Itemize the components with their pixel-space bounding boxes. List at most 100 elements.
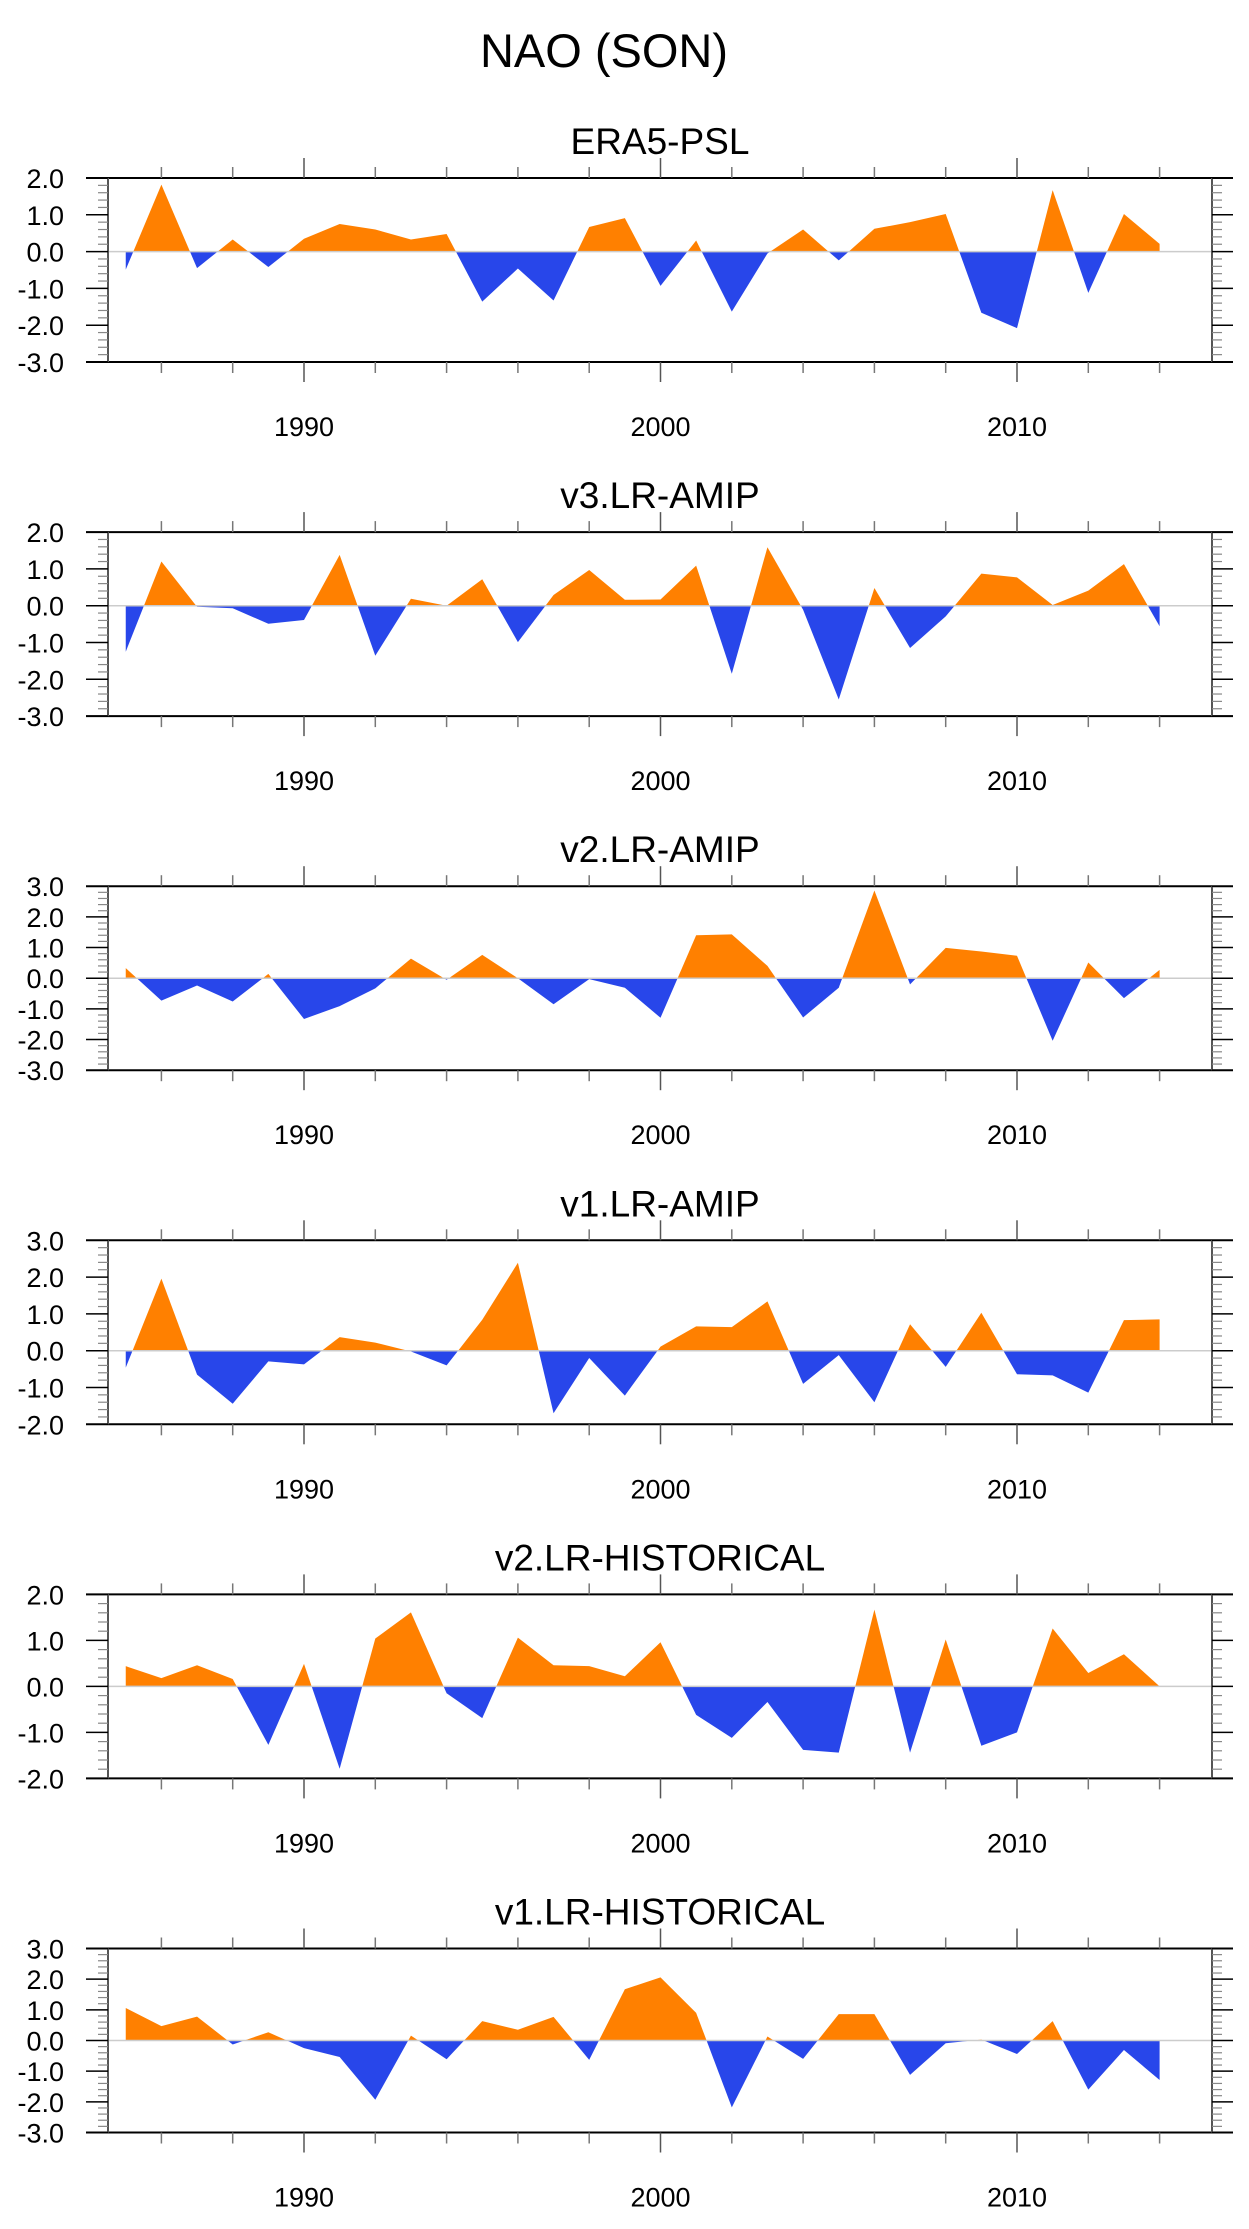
negative-area [125, 251, 134, 270]
y-tick-label: 2.0 [26, 1580, 64, 1610]
negative-area [189, 251, 218, 269]
negative-area [497, 605, 546, 643]
y-tick-label: 1.0 [26, 934, 64, 964]
positive-area [406, 579, 498, 606]
negative-area [983, 2040, 1032, 2054]
positive-area [842, 890, 908, 979]
panel-title: ERA5-PSL [571, 121, 750, 162]
y-tick-label: -1.0 [17, 995, 64, 1025]
negative-area [538, 1350, 658, 1414]
panel-title: v2.LR-AMIP [560, 829, 759, 870]
y-tick-label: -1.0 [17, 629, 64, 659]
panel-0: ERA5-PSL 2.0 1.0 0.0 -1.0 -2.0 -3.0 1990 2000 201… [17, 121, 1233, 442]
y-tick-label: 1.0 [26, 1300, 64, 1330]
panel-3: v1.LR-AMIP 3.0 2.0 1.0 0.0 -1.0 -2.0 1990 2000 20… [17, 1183, 1233, 1504]
positive-area [1081, 962, 1104, 979]
y-tick-label: -3.0 [17, 348, 64, 378]
x-tick-label: 1990 [274, 412, 334, 442]
panel-title: v2.LR-HISTORICAL [495, 1537, 825, 1578]
y-tick-label: -1.0 [17, 1718, 64, 1748]
negative-area [455, 251, 578, 302]
negative-area [248, 251, 288, 268]
negative-area [573, 2040, 599, 2060]
y-tick-label: 1.0 [26, 555, 64, 585]
x-tick-label: 2010 [987, 1828, 1047, 1858]
y-tick-label: 3.0 [26, 1935, 64, 1965]
negative-area [311, 1686, 363, 1769]
positive-area [657, 1301, 789, 1351]
x-tick-label: 2010 [987, 1474, 1047, 1504]
positive-area [362, 1612, 444, 1687]
x-tick-label: 2010 [987, 412, 1047, 442]
positive-area [143, 561, 197, 606]
panel-2: v2.LR-AMIP 3.02.01.00.0-1.0-2.0-3.0 1990 20… [17, 829, 1233, 1150]
panel-title: v1.LR-HISTORICAL [495, 1892, 825, 1933]
negative-area [961, 1686, 1033, 1746]
y-tick-label: 2.0 [26, 518, 64, 548]
positive-area [125, 1665, 237, 1687]
x-tick-label: 2010 [987, 766, 1047, 796]
negative-area [1026, 978, 1082, 1041]
negative-area [959, 251, 1037, 329]
negative-area [706, 2040, 766, 2108]
positive-area [770, 229, 829, 252]
positive-area [765, 2036, 774, 2041]
positive-area [848, 214, 960, 252]
x-tick-label: 2000 [630, 2183, 690, 2213]
positive-area [817, 2014, 890, 2041]
negative-area [773, 2040, 818, 2059]
figure-title: NAO (SON) [480, 24, 728, 77]
panel-title: v1.LR-AMIP [560, 1183, 759, 1224]
negative-area [517, 978, 678, 1018]
positive-area [577, 218, 643, 252]
negative-area [709, 605, 751, 674]
positive-area [1032, 1628, 1160, 1687]
negative-area [893, 1686, 931, 1753]
negative-area [125, 1350, 133, 1368]
y-tick-label: 3.0 [26, 872, 64, 902]
positive-area [916, 947, 1027, 979]
positive-area [244, 2032, 287, 2041]
negative-area [125, 605, 144, 652]
negative-area [407, 1350, 459, 1366]
x-tick-label: 1990 [274, 2183, 334, 2213]
negative-area [800, 605, 869, 700]
positive-area [464, 2016, 574, 2041]
positive-area [125, 2007, 228, 2041]
positive-area [458, 1262, 539, 1351]
positive-area [956, 1312, 1004, 1351]
positive-area [1106, 214, 1160, 252]
y-tick-label: 0.0 [26, 592, 64, 622]
y-tick-label: 0.0 [26, 238, 64, 268]
negative-area [1003, 1350, 1109, 1393]
positive-area [1108, 1319, 1160, 1351]
positive-area [897, 1324, 933, 1351]
positive-area [311, 554, 358, 606]
x-tick-label: 1990 [274, 1474, 334, 1504]
positive-area [262, 973, 272, 979]
positive-area [217, 239, 249, 252]
negative-area [136, 978, 263, 1002]
positive-area [1031, 2021, 1063, 2041]
y-tick-label: -1.0 [17, 1374, 64, 1404]
negative-area [357, 605, 407, 656]
positive-area [545, 565, 710, 606]
y-tick-label: -1.0 [17, 274, 64, 304]
y-tick-label: 0.0 [26, 2027, 64, 2057]
x-tick-label: 2010 [987, 1120, 1047, 1150]
negative-area [236, 1686, 295, 1745]
negative-area [828, 251, 849, 261]
y-tick-label: 2.0 [26, 1965, 64, 1995]
negative-area [1147, 605, 1160, 627]
negative-area [788, 1350, 898, 1403]
y-tick-label: 2.0 [26, 903, 64, 933]
positive-area [930, 1639, 962, 1687]
negative-area [418, 2040, 465, 2060]
negative-area [227, 2040, 245, 2045]
positive-area [954, 564, 1148, 606]
negative-area [1103, 978, 1150, 999]
positive-area [448, 954, 518, 979]
positive-area [287, 224, 456, 252]
